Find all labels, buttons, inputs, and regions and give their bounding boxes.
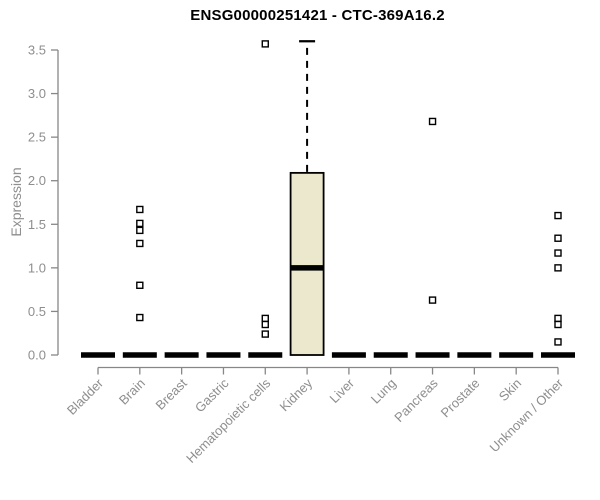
- outlier-point: [261, 330, 269, 338]
- boxplot-collapsed-median: [373, 352, 408, 358]
- boxplot-collapsed-median: [248, 352, 283, 358]
- outlier-point: [261, 320, 269, 329]
- y-tick-label: 2.5: [28, 130, 46, 145]
- y-tick-label: 1.0: [28, 260, 46, 275]
- y-tick-label: 0.5: [28, 304, 46, 319]
- outlier-point: [136, 281, 144, 289]
- outlier-point: [136, 226, 144, 235]
- outlier-point: [428, 117, 437, 126]
- outlier-point: [554, 249, 562, 257]
- x-tick-label: Liver: [326, 375, 357, 406]
- boxplot-collapsed-median: [81, 352, 115, 358]
- outlier-point: [554, 338, 562, 346]
- y-tick-label: 2.0: [28, 173, 46, 188]
- outlier-point: [554, 234, 562, 242]
- outlier-point: [136, 239, 144, 248]
- x-tick-label: Kidney: [276, 375, 315, 414]
- boxplot-median: [290, 265, 324, 271]
- boxplot-box: [289, 171, 325, 356]
- boxplot-collapsed-median: [164, 352, 199, 358]
- boxplot-collapsed-median: [415, 352, 450, 358]
- outlier-point: [554, 264, 562, 272]
- boxplot-collapsed-median: [206, 352, 241, 358]
- outlier-point: [428, 296, 437, 304]
- boxplot-collapsed-median: [457, 352, 492, 358]
- outlier-point: [554, 314, 562, 323]
- x-tick-label: Prostate: [438, 376, 483, 421]
- outlier-point: [554, 320, 562, 329]
- boxplot-collapsed-median: [122, 352, 157, 358]
- y-tick-label: 3.0: [28, 86, 46, 101]
- boxplot-collapsed-median: [499, 352, 534, 358]
- outlier-point: [136, 205, 144, 214]
- boxplot-collapsed-median: [331, 352, 366, 358]
- outlier-point: [554, 211, 562, 220]
- boxplot-collapsed-median: [541, 352, 575, 358]
- x-tick-label: Brain: [116, 376, 148, 408]
- x-tick-label: Breast: [153, 375, 190, 412]
- x-tick-label: Lung: [368, 376, 399, 407]
- outlier-point: [136, 219, 144, 228]
- x-tick-label: Bladder: [64, 375, 107, 418]
- outlier-point: [261, 40, 269, 48]
- y-tick-label: 0.0: [28, 348, 46, 363]
- y-tick-label: 3.5: [28, 43, 46, 58]
- x-tick-label: Skin: [496, 376, 524, 404]
- y-tick-label: 1.5: [28, 217, 46, 232]
- x-tick-label: Unknown / Other: [487, 375, 567, 455]
- chart-title: ENSG00000251421 - CTC-369A16.2: [190, 7, 445, 24]
- x-tick-label: Gastric: [192, 375, 232, 415]
- outlier-point: [136, 313, 144, 322]
- outlier-point: [261, 314, 269, 323]
- x-tick-label: Pancreas: [391, 375, 441, 425]
